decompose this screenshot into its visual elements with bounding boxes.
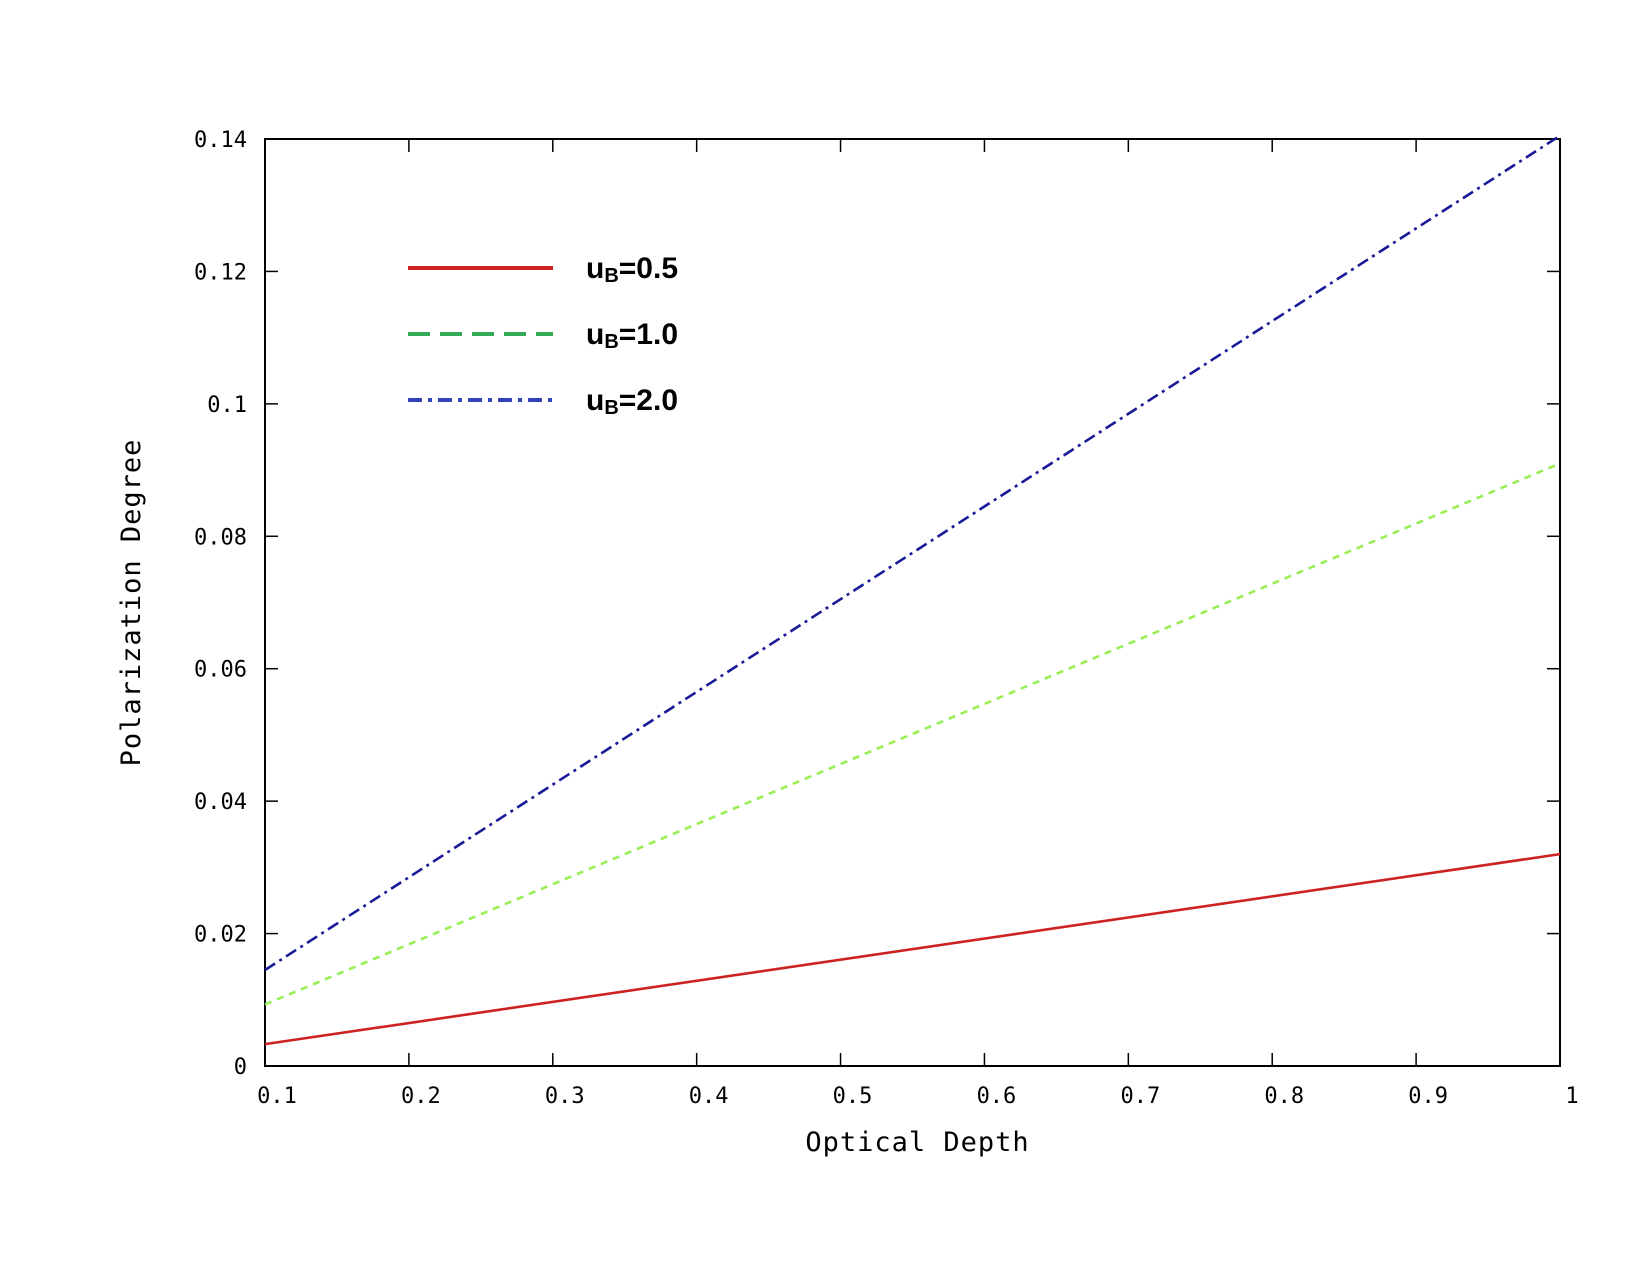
plot-area [264, 138, 1561, 1067]
x-tick-label: 0.5 [833, 1084, 873, 1109]
legend-label-1: uB=0.5 [586, 252, 678, 287]
x-tick-label: 0.3 [545, 1084, 585, 1109]
x-tick-label: 0.8 [1264, 1084, 1304, 1109]
legend-label-3: uB=2.0 [586, 384, 678, 419]
x-tick-label: 0.7 [1120, 1084, 1160, 1109]
x-tick-label: 0.6 [977, 1084, 1017, 1109]
y-tick-label: 0.08 [194, 525, 247, 550]
x-tick-label: 1 [1565, 1084, 1578, 1109]
y-tick-label: 0.1 [207, 393, 247, 418]
legend-label-2: uB=1.0 [586, 318, 678, 353]
series-line-3 [264, 134, 1561, 972]
plot-frame [264, 138, 1561, 1067]
x-tick-label: 0.1 [257, 1084, 297, 1109]
y-axis: 0 0.02 0.04 0.06 0.08 0.1 0.12 0.14 [194, 128, 1560, 1080]
y-tick-label: 0.14 [194, 128, 247, 153]
y-tick-label: 0.02 [194, 923, 247, 948]
x-tick-label: 0.9 [1408, 1084, 1448, 1109]
y-axis-title: Polarization Degree [116, 439, 147, 767]
x-axis: 0.1 0.2 0.3 0.4 0.5 0.6 0.7 0.8 0.9 1 [257, 139, 1579, 1109]
legend: uB=0.5 uB=1.0 uB=2.0 [408, 252, 678, 419]
y-tick-label: 0.04 [194, 790, 247, 815]
series-layer [264, 134, 1561, 1046]
series-line-2 [264, 462, 1561, 1006]
x-tick-label: 0.2 [401, 1084, 441, 1109]
y-tick-label: 0.06 [194, 658, 247, 683]
series-line-1 [264, 852, 1561, 1046]
y-tick-label: 0.12 [194, 260, 247, 285]
x-tick-label: 0.4 [689, 1084, 729, 1109]
x-axis-title: Optical Depth [805, 1127, 1029, 1158]
y-tick-label: 0 [234, 1055, 247, 1080]
